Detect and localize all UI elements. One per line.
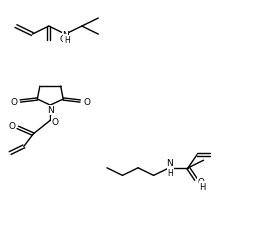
Text: O: O — [9, 122, 15, 130]
Text: H: H — [64, 36, 69, 45]
Text: H: H — [199, 182, 205, 191]
Text: N: N — [47, 106, 54, 115]
Text: N: N — [166, 158, 172, 167]
Text: O: O — [52, 117, 58, 126]
Text: O: O — [59, 35, 66, 44]
Text: H: H — [168, 168, 173, 177]
Text: N: N — [62, 30, 69, 39]
Text: O: O — [198, 177, 205, 186]
Text: O: O — [83, 97, 90, 106]
Text: O: O — [10, 97, 17, 106]
